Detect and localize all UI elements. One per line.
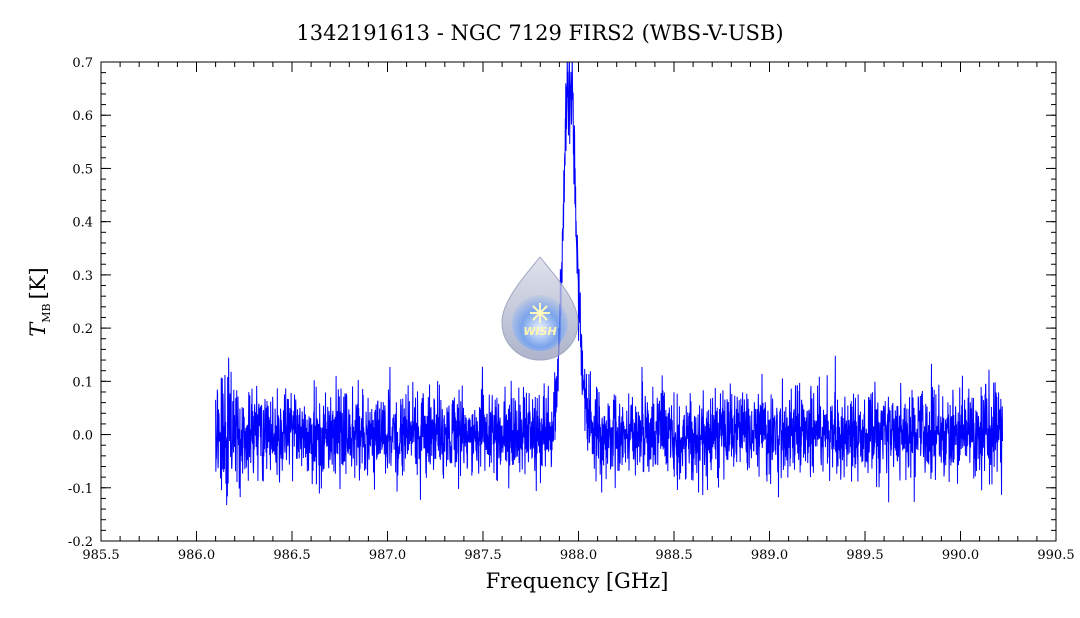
y-tick-label: 0.2 [72, 322, 93, 337]
star-icon [530, 303, 550, 323]
x-axis: 985.5 986.0 986.5 987.0 987.5 988.0 988.5 989.0… [82, 62, 1075, 563]
y-tick-label: 0.7 [72, 56, 93, 71]
x-tick-label: 990.0 [942, 548, 979, 563]
x-tick-label: 986.5 [273, 548, 310, 563]
x-tick-label: 986.0 [178, 548, 215, 563]
x-tick-label: 989.0 [751, 548, 788, 563]
y-axis-label-sub: MB [40, 303, 53, 322]
spectrum-series-line [215, 62, 1004, 506]
y-tick-label: -0.2 [68, 535, 93, 550]
x-tick-label: 987.0 [369, 548, 406, 563]
x-tick-label: 988.0 [560, 548, 597, 563]
plot-area [215, 62, 1004, 506]
y-tick-label: 0.6 [72, 109, 93, 124]
y-tick-label: -0.1 [68, 482, 93, 497]
y-tick-label: 0.3 [72, 269, 93, 284]
x-tick-label: 989.5 [846, 548, 883, 563]
x-tick-label: 985.5 [82, 548, 119, 563]
y-tick-label: 0.5 [72, 162, 93, 177]
y-axis: -0.2 -0.1 0.0 0.1 0.2 0.3 0.4 0.5 0.6 0.7 [68, 56, 1056, 550]
y-axis-label-unit: [K] [26, 267, 50, 299]
wish-logo: WISH [501, 256, 579, 361]
y-tick-label: 0.4 [72, 216, 93, 231]
chart-title: 1342191613 - NGC 7129 FIRS2 (WBS-V-USB) [296, 21, 783, 45]
x-tick-label: 988.5 [655, 548, 692, 563]
logo-text: WISH [523, 325, 556, 338]
y-tick-label: 0.1 [72, 375, 93, 390]
svg-text:TMB[K]: TMB [K] [26, 267, 53, 336]
x-axis-label: Frequency [GHz] [486, 569, 669, 593]
y-tick-label: 0.0 [72, 429, 93, 444]
y-axis-label-main: T [26, 321, 50, 337]
x-tick-label: 990.5 [1037, 548, 1074, 563]
x-tick-label: 987.5 [464, 548, 501, 563]
y-axis-label: TMB [K] [26, 267, 53, 336]
